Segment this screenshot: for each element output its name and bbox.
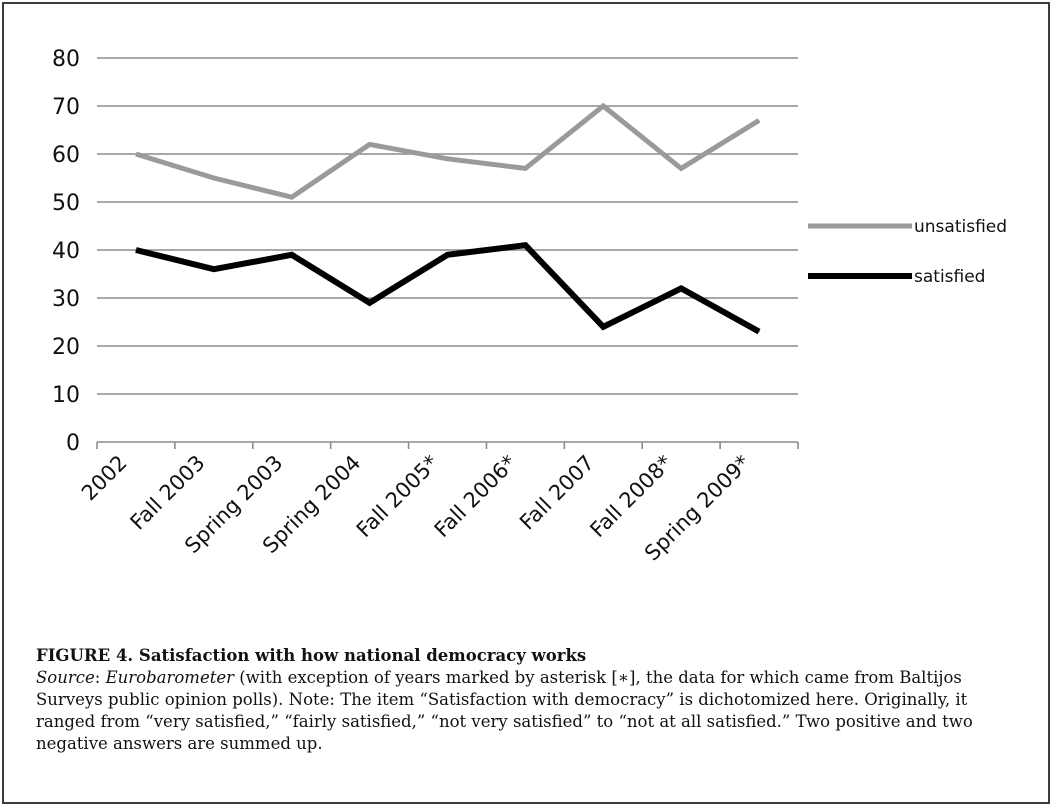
- data-point-satisfied: [135, 249, 137, 251]
- data-point-unsatisfied: [291, 196, 293, 198]
- data-point-satisfied: [213, 268, 215, 270]
- series-line-unsatisfied: [135, 102, 761, 200]
- data-point-satisfied: [447, 254, 448, 256]
- data-point-satisfied: [602, 326, 604, 328]
- data-point-unsatisfied: [758, 119, 760, 121]
- legend-label-unsatisfied: unsatisfied: [914, 217, 1007, 237]
- caption-title: FIGURE 4. Satisfaction with how national…: [36, 646, 587, 665]
- figure-caption: FIGURE 4. Satisfaction with how national…: [36, 645, 1026, 755]
- y-tick-label: 0: [66, 431, 80, 456]
- source-label: Source: [36, 668, 95, 687]
- data-point-satisfied: [680, 287, 682, 289]
- y-tick-label: 20: [52, 335, 80, 360]
- y-tick-label: 50: [52, 191, 80, 216]
- source-name: Eurobarometer: [105, 668, 234, 687]
- y-tick-label: 70: [52, 95, 80, 120]
- x-tick-label: 2002: [77, 451, 132, 506]
- y-tick-label: 30: [52, 287, 80, 312]
- series-line-satisfied: [135, 242, 761, 335]
- data-point-unsatisfied: [135, 153, 137, 155]
- data-point-satisfied: [369, 302, 371, 304]
- legend-label-satisfied: satisfied: [914, 267, 985, 287]
- data-point-unsatisfied: [680, 167, 682, 169]
- y-tick-label: 60: [52, 143, 80, 168]
- data-point-satisfied: [524, 244, 526, 246]
- caption-body: (with exception of years marked by aster…: [36, 668, 973, 753]
- data-point-unsatisfied: [213, 177, 215, 179]
- x-tick-label: Fall 2003: [126, 451, 210, 535]
- data-point-satisfied: [291, 254, 293, 256]
- data-point-unsatisfied: [369, 143, 371, 145]
- data-point-unsatisfied: [447, 158, 448, 160]
- x-tick-label: Fall 2007: [515, 451, 599, 535]
- y-tick-label: 40: [52, 239, 80, 264]
- y-tick-label: 80: [52, 47, 80, 72]
- x-tick-label: Fall 2005*: [352, 451, 443, 542]
- data-point-unsatisfied: [524, 167, 526, 169]
- caption-text: Source: Eurobarometer (with exception of…: [36, 668, 973, 753]
- x-tick-label: Fall 2006*: [430, 451, 521, 542]
- data-point-unsatisfied: [602, 105, 604, 107]
- data-point-satisfied: [758, 331, 760, 333]
- y-tick-label: 10: [52, 383, 80, 408]
